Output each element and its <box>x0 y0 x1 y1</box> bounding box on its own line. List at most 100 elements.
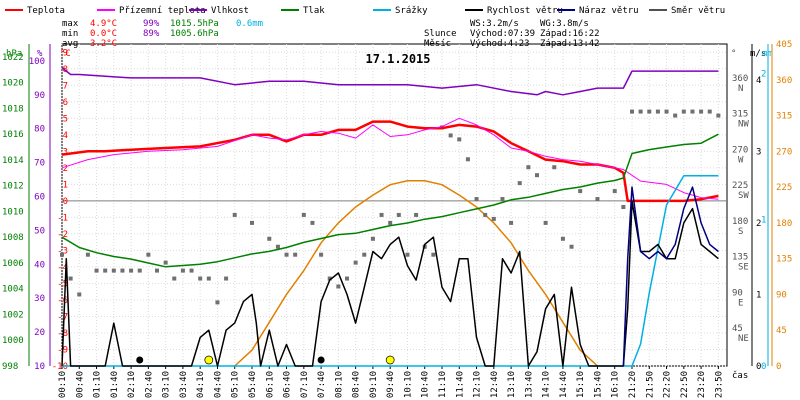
tick-label-orange: 135 <box>776 255 792 265</box>
tick-label-humidity: 100 <box>29 57 45 67</box>
wind-direction-point <box>111 268 116 273</box>
wind-direction-point <box>327 276 332 281</box>
wind-direction-point <box>137 268 142 273</box>
wind-direction-point <box>500 197 505 202</box>
wind-direction-point <box>232 212 237 217</box>
sunrise: Východ:07:39 <box>470 29 535 39</box>
tick-label-hpa: 1000 <box>2 336 24 346</box>
wind-direction-point <box>68 276 73 281</box>
wind-direction-point <box>707 109 712 114</box>
axis-label-rain: mm <box>762 49 773 59</box>
tick-label-humidity: 70 <box>34 159 45 169</box>
series-tlak <box>61 133 719 268</box>
chart-title: 17.1.2015 <box>365 52 430 66</box>
wind-direction-point <box>94 268 99 273</box>
wind-direction-point <box>275 244 280 249</box>
x-tick-label: 04:40 <box>213 371 223 398</box>
moonset: Západ:13:42 <box>540 39 600 49</box>
wind-direction-point <box>198 276 203 281</box>
tick-label-compass: NE <box>738 334 749 344</box>
wind-direction-point <box>155 268 159 273</box>
tick-label-temperature: 3 <box>63 147 68 157</box>
wind-direction-point <box>716 113 721 118</box>
tick-label-direction: 180 <box>732 217 748 227</box>
wind-direction-point <box>180 268 185 273</box>
wind-direction-point <box>491 216 496 221</box>
wind-direction-point <box>595 197 600 202</box>
x-tick-label: 06:40 <box>283 371 293 398</box>
x-tick-label: 14:10 <box>542 371 552 398</box>
tick-label-orange: 225 <box>776 183 792 193</box>
tick-label-hpa: 1022 <box>2 53 24 63</box>
stat-value: 3.2°C <box>90 39 117 49</box>
wind-direction-point <box>284 252 289 257</box>
x-tick-label: 09:40 <box>386 371 396 398</box>
chart-axes: hPa9981000100210041006100810101012101410… <box>2 40 792 398</box>
sun-marker <box>385 355 395 365</box>
wind-direction-point <box>474 197 479 202</box>
x-tick-label: 05:40 <box>248 371 258 398</box>
x-tick-label: 23:50 <box>714 371 724 398</box>
wind-direction-point <box>293 252 298 257</box>
tick-label-temperature: -1 <box>57 213 68 223</box>
series-naraz-vetru <box>622 186 719 367</box>
wind-direction-point <box>396 212 401 217</box>
moon-marker <box>136 356 144 364</box>
wind-direction-point <box>189 268 194 273</box>
tick-label-temperature: -4 <box>57 263 68 273</box>
wind-direction-point <box>457 137 462 142</box>
x-tick-label: 08:40 <box>352 371 362 398</box>
wind-direction-point <box>431 252 436 257</box>
legend-entry: Rychlost větru <box>487 6 563 16</box>
wind-direction-point <box>379 212 384 217</box>
x-tick-label: 09:10 <box>369 371 379 398</box>
wind-direction-point <box>60 252 64 257</box>
tick-label-humidity: 80 <box>34 125 45 135</box>
x-tick-label: 11:10 <box>438 371 448 398</box>
axis-label-humidity: % <box>37 49 43 59</box>
wind-direction-point <box>673 113 678 118</box>
wind-direction-point <box>172 276 177 281</box>
x-tick-label: 07:40 <box>317 371 327 398</box>
orange-curve <box>234 180 599 367</box>
tick-label-orange: 0 <box>776 362 781 372</box>
tick-label-temperature: -2 <box>57 230 68 240</box>
tick-label-hpa: 1018 <box>2 104 24 114</box>
x-tick-label: 16:10 <box>611 371 621 398</box>
stat-value: min <box>62 29 78 39</box>
wind-direction-point <box>206 276 211 281</box>
tick-label-compass: W <box>738 155 744 165</box>
tick-label-orange: 90 <box>776 290 787 300</box>
wind-direction-point <box>163 260 168 265</box>
legend-entry: Srážky <box>395 6 428 16</box>
stat-value: avg <box>62 39 78 49</box>
x-tick-label: 11:40 <box>455 371 465 398</box>
wind-direction-point <box>215 300 220 305</box>
tick-label-hpa: 1020 <box>2 79 24 89</box>
wind-direction-point <box>336 284 341 289</box>
tick-label-humidity: 60 <box>34 193 45 203</box>
moon-marker <box>317 356 325 364</box>
wind-direction-point <box>630 109 634 114</box>
x-tick-label: 10:40 <box>421 371 431 398</box>
x-tick-label: 21:20 <box>628 371 638 398</box>
tick-label-temperature: -3 <box>57 246 68 256</box>
chart-series <box>60 67 721 367</box>
wind-direction-point <box>405 252 410 257</box>
tick-label-orange: 45 <box>776 326 787 336</box>
tick-label-hpa: 998 <box>2 362 18 372</box>
x-tick-label: 05:10 <box>231 371 241 398</box>
wind-direction-point <box>543 220 548 225</box>
tick-label-direction: 315 <box>732 110 748 120</box>
wind-direction-point <box>526 165 531 170</box>
legend-entry: Přízemní teplota <box>119 6 206 16</box>
wind-direction-point <box>509 220 514 225</box>
tick-label-humidity: 90 <box>34 91 45 101</box>
legend-entry: Vlhkost <box>211 6 249 16</box>
tick-label-humidity: 30 <box>34 294 45 304</box>
wind-direction-point <box>85 252 90 257</box>
tick-label-direction: 45 <box>732 324 743 334</box>
tick-label-orange: 270 <box>776 147 792 157</box>
wind-direction-point <box>448 133 453 138</box>
tick-label-hpa: 1006 <box>2 259 24 269</box>
